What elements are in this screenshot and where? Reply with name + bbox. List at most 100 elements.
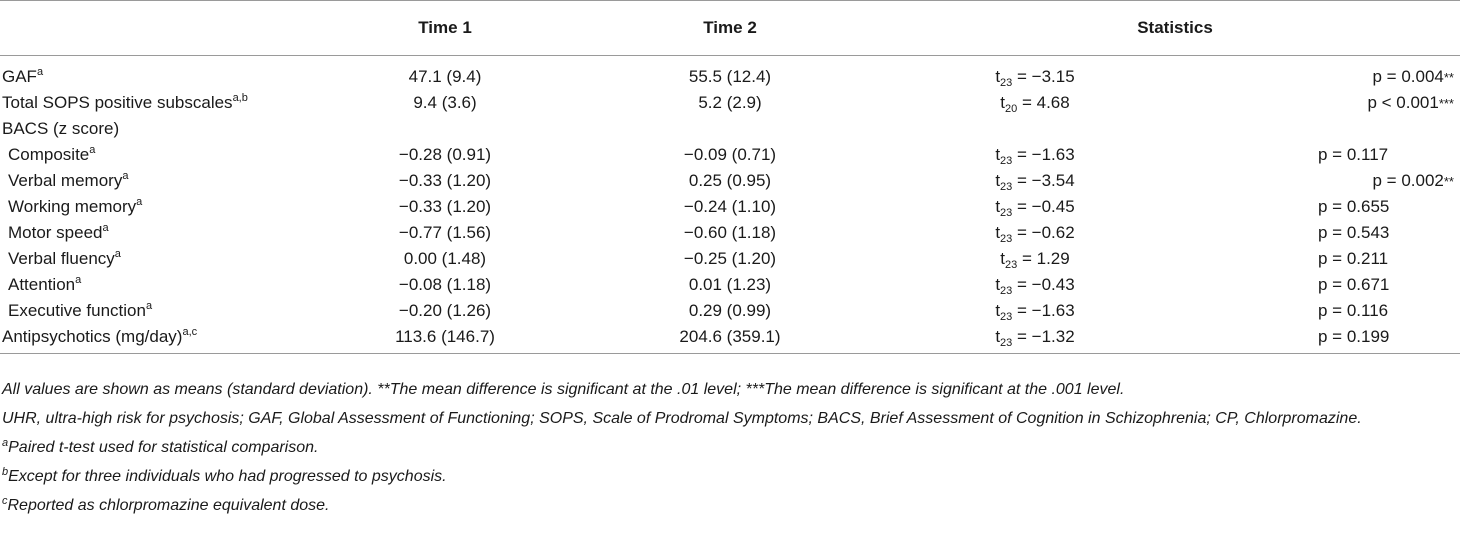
- t-statistic: t23 = −3.15: [995, 67, 1075, 89]
- header-time-1: Time 1: [320, 0, 570, 56]
- time-1-value: −0.33 (1.20): [398, 171, 492, 190]
- t-value: = 4.68: [1017, 93, 1070, 112]
- p-value: p = 0.002**: [1180, 168, 1460, 194]
- note-means: All values are shown as means (standard …: [2, 381, 1125, 398]
- table-row: Total SOPS positive subscalesa,b 9.4 (3.6…: [0, 90, 1460, 116]
- t-degrees-of-freedom: 23: [1000, 233, 1013, 245]
- p-value-text: p = 0.671: [1318, 275, 1390, 294]
- row-footnote-mark: a: [136, 196, 143, 208]
- row-footnote-mark: a: [114, 248, 121, 260]
- row-label-text: Composite: [8, 145, 90, 164]
- t-degrees-of-freedom: 20: [1005, 103, 1018, 115]
- row-label: Total SOPS positive subscalesa,b: [0, 90, 320, 116]
- time-1-value: −0.20 (1.26): [398, 301, 492, 320]
- table-header-row: Time 1 Time 2 Statistics: [0, 0, 1460, 56]
- table-row: Compositea −0.28 (0.91) −0.09 (0.71) t23 = …: [0, 142, 1460, 168]
- p-value-text: p = 0.117: [1318, 145, 1389, 164]
- p-value: p = 0.116: [1180, 298, 1460, 324]
- time-2-value: −0.09 (0.71): [683, 145, 777, 164]
- note-abbreviations: UHR, ultra-high risk for psychosis; GAF,…: [2, 410, 1362, 427]
- footnote-c-mark: c: [2, 495, 8, 507]
- p-value: p = 0.199: [1180, 324, 1460, 354]
- row-label-text: Motor speed: [8, 223, 103, 242]
- t-statistic: t23 = −3.54: [995, 171, 1075, 193]
- t-statistic: t23 = −1.32: [890, 324, 1180, 354]
- t-value: = −0.62: [1012, 223, 1075, 242]
- t-value: = −0.45: [1012, 197, 1075, 216]
- time-2-value: 0.29 (0.99): [688, 301, 772, 320]
- time-1-value: [320, 116, 570, 142]
- row-footnote-mark: a,c: [182, 326, 198, 338]
- p-value-text: p = 0.543: [1318, 223, 1390, 242]
- t-degrees-of-freedom: 23: [1000, 285, 1013, 297]
- row-label-text: Attention: [8, 275, 76, 294]
- row-footnote-mark: a: [102, 222, 109, 234]
- p-value: p = 0.117: [1180, 142, 1460, 168]
- table-row: Verbal memorya −0.33 (1.20) 0.25 (0.95) t23…: [0, 168, 1460, 194]
- p-value: [1180, 116, 1460, 142]
- row-label: Motor speeda: [0, 220, 320, 246]
- t-statistic: t23 = −0.45: [995, 197, 1075, 219]
- time-1-value: −0.08 (1.18): [398, 275, 492, 294]
- time-2-value: 204.6 (359.1): [570, 324, 890, 354]
- p-value-text: p = 0.211: [1318, 249, 1389, 268]
- p-value-text: p = 0.004: [1372, 66, 1444, 86]
- time-1-value: 0.00 (1.48): [403, 249, 487, 268]
- time-1-value: 9.4 (3.6): [413, 93, 477, 112]
- header-statistics: Statistics: [890, 0, 1460, 56]
- row-label-text: Verbal memory: [8, 171, 123, 190]
- p-value: p = 0.543: [1180, 220, 1460, 246]
- row-label: Working memorya: [0, 194, 320, 220]
- footnote-a-mark: a: [2, 437, 9, 449]
- footnote-a: aPaired t-test used for statistical comp…: [0, 436, 1460, 460]
- t-degrees-of-freedom: 23: [1000, 311, 1013, 323]
- header-time-2: Time 2: [570, 0, 890, 56]
- table-row: BACS (z score): [0, 116, 1460, 142]
- t-statistic: t23 = −0.43: [995, 275, 1075, 297]
- p-value: p = 0.004**: [1180, 56, 1460, 91]
- row-footnote-mark: a: [89, 144, 96, 156]
- table-notes: All values are shown as means (standard …: [0, 378, 1460, 518]
- footnote-b: bExcept for three individuals who had pr…: [0, 465, 1460, 489]
- significance-stars: **: [1443, 69, 1454, 85]
- p-value: p = 0.671: [1180, 272, 1460, 298]
- row-label-text: Executive function: [8, 301, 146, 320]
- t-value: = −0.43: [1012, 275, 1075, 294]
- table-row: GAFa 47.1 (9.4) 55.5 (12.4) t23 = −3.15 p = …: [0, 56, 1460, 91]
- t-degrees-of-freedom: 23: [1000, 207, 1013, 219]
- row-label-text: Working memory: [8, 197, 137, 216]
- table-row: Attentiona −0.08 (1.18) 0.01 (1.23) t23 = −…: [0, 272, 1460, 298]
- t-statistic: t20 = 4.68: [1000, 93, 1070, 115]
- t-degrees-of-freedom: 23: [1000, 155, 1013, 167]
- time-2-value: [570, 116, 890, 142]
- p-value-text: p = 0.002: [1372, 170, 1444, 190]
- time-1-value: 47.1 (9.4): [408, 67, 482, 86]
- row-footnote-mark: a,b: [232, 92, 248, 104]
- p-value: p = 0.211: [1180, 246, 1460, 272]
- row-label: Compositea: [0, 142, 320, 168]
- row-footnote-mark: a: [122, 170, 129, 182]
- footnote-b-mark: b: [2, 466, 9, 478]
- table-row: Executive functiona −0.20 (1.26) 0.29 (0.9…: [0, 298, 1460, 324]
- table-body: GAFa 47.1 (9.4) 55.5 (12.4) t23 = −3.15 p = …: [0, 56, 1460, 354]
- footnote-a-text: Paired t-test used for statistical compa…: [8, 439, 319, 456]
- t-statistic: [890, 116, 1180, 142]
- t-value: = −1.63: [1012, 301, 1075, 320]
- time-1-value: −0.33 (1.20): [398, 197, 492, 216]
- time-2-value: −0.25 (1.20): [683, 249, 777, 268]
- row-label-text: Verbal fluency: [8, 249, 115, 268]
- table-row: Verbal fluencya 0.00 (1.48) −0.25 (1.20) t2…: [0, 246, 1460, 272]
- table-row: Motor speeda −0.77 (1.56) −0.60 (1.18) t23 …: [0, 220, 1460, 246]
- header-variable: [0, 0, 320, 56]
- p-value-text: p = 0.655: [1318, 197, 1390, 216]
- t-statistic: t23 = 1.29: [1000, 249, 1070, 271]
- row-label-text: GAF: [2, 67, 37, 86]
- t-value: = 1.29: [1017, 249, 1070, 268]
- p-value-text: p < 0.001: [1367, 92, 1439, 112]
- row-footnote-mark: a: [145, 300, 153, 312]
- row-label-text: BACS (z score): [2, 119, 120, 138]
- t-statistic: t23 = −0.62: [995, 223, 1075, 245]
- time-1-value: −0.77 (1.56): [398, 223, 492, 242]
- significance-stars: ***: [1438, 95, 1454, 111]
- table-row: Antipsychotics (mg/day)a,c 113.6 (146.7) 2…: [0, 324, 1460, 354]
